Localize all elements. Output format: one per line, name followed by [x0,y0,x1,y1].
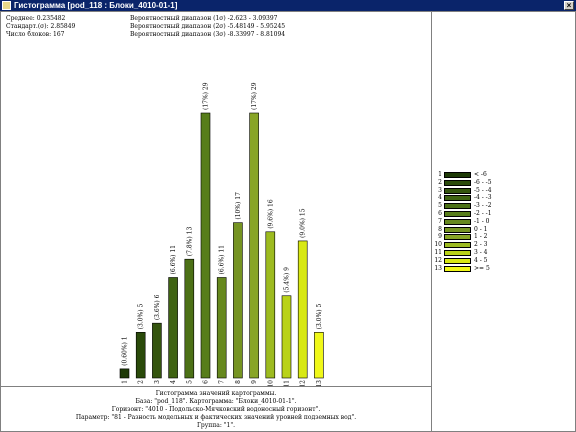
legend-item-label: -1 - 0 [474,217,490,225]
bar-value-label: (3.0%) 5 [316,303,323,329]
legend-item-label: 0 - 1 [474,225,488,233]
histogram-bar [184,258,195,379]
legend-item-label: -2 - -1 [474,210,492,217]
caption-line-3: Горизонт: "4010 - Подольско-Мячковский в… [111,406,321,413]
histogram-bar [233,222,243,379]
legend-item-number: 10 [434,241,442,249]
chart-caption: Гистограмма значений картограммы. База: … [1,390,431,430]
category-tick-label: 8 [235,380,242,384]
bar-value-label: (9.6%) 16 [267,199,274,229]
bar-value-label: (17%) 29 [203,82,210,110]
legend-swatch [444,172,471,178]
legend-swatch [444,218,471,225]
category-tick-label: 13 [316,380,323,386]
legend-swatch [444,234,471,241]
legend-item-label: 1 - 2 [474,233,488,241]
category-tick-label: 5 [186,380,193,384]
histogram-bar [168,277,178,379]
histogram-bar [281,295,292,379]
legend-item-number: 5 [438,202,442,210]
stat-range-1sigma: Вероятностный диапазон (1σ) -2.623 - 3.0… [130,15,278,22]
caption-line-1: Гистограмма значений картограммы. [155,390,277,397]
bar-value-label: (0.60%) 1 [122,336,129,365]
stats-left: Среднее: 0.235482 Стандарт.(σ): 2.85849 … [6,15,75,39]
legend-item-label: -6 - -5 [474,178,492,186]
stat-mean: Среднее: 0.235482 [6,15,66,22]
panel-divider-vertical[interactable] [431,12,432,432]
caption-line-2: База: "pod_118". Картограмма: "Блоки_401… [135,398,297,405]
stat-count: Число блоков: 167 [6,31,65,38]
legend-item-label: < -6 [474,171,487,178]
histogram-bar [297,240,308,379]
legend-swatch [444,203,471,210]
legend-item-number: 3 [438,186,442,194]
histogram-bar [314,332,324,379]
histogram-app-icon [2,1,11,10]
category-tick-label: 2 [138,380,145,384]
legend-item-number: 11 [434,249,442,256]
bar-value-label: (7.8%) 13 [186,227,193,257]
bar-value-label: (3.6%) 6 [154,294,161,320]
histogram-chart: (0.60%) 1 1 (3.0%) 5 2 (3.6%) 6 3 (6.6%) 11 4 (7… [119,82,324,386]
panel-divider-horizontal[interactable] [1,386,431,387]
legend-swatch [444,179,471,186]
legend-swatch [444,211,471,217]
stat-range-2sigma: Вероятностный диапазон (2σ) -5.48149 - 5… [130,23,286,30]
stats-ranges: Вероятностный диапазон (1σ) -2.623 - 3.0… [130,15,285,39]
category-tick-label: 3 [154,380,161,384]
legend-item-label: >= 5 [474,264,490,272]
category-tick-label: 6 [203,380,210,384]
histogram-bar [152,322,162,379]
histogram-bar [216,277,227,379]
histogram-bar [249,112,259,379]
bar-value-label: (17%) 29 [251,82,258,110]
category-tick-label: 4 [170,380,177,384]
legend-swatch [444,226,471,233]
stat-stddev: Стандарт.(σ): 2.85849 [6,23,76,30]
bar-value-label: (6.6%) 11 [219,245,226,274]
close-button[interactable]: × [564,1,574,10]
legend-item-number: 4 [438,194,442,202]
legend-item-number: 1 [438,171,442,178]
bar-value-label: (5.4%) 9 [284,267,291,293]
legend-item-label: -3 - -2 [474,202,492,210]
caption-line-5: Группа: "1". [196,422,236,429]
legend-item-number: 13 [434,264,442,272]
category-tick-label: 1 [122,380,129,384]
category-tick-label: 10 [267,380,274,386]
legend-item-number: 6 [438,210,442,217]
legend-item-number: 2 [438,178,442,186]
histogram-bar [265,231,276,379]
legend-swatch [444,195,471,202]
bar-value-label: (6.6%) 11 [170,245,177,274]
legend-item-number: 7 [438,217,442,225]
legend-item-label: 3 - 4 [474,249,488,256]
legend-item-number: 9 [438,233,442,241]
histogram-bar [200,112,211,379]
category-tick-label: 7 [219,380,226,384]
legend-swatch [444,257,471,264]
legend-swatch [444,187,471,194]
stat-range-3sigma: Вероятностный диапазон (3σ) -8.33997 - 8… [130,31,286,38]
bar-value-label: (10%) 17 [235,192,242,220]
window-title: Гистограмма [pod_118 : Блоки_4010-01-1] [14,1,178,10]
legend-item-label: -4 - -3 [474,194,492,202]
legend-swatch [444,242,471,249]
category-tick-label: 11 [284,380,291,386]
histogram-bar [135,332,146,379]
caption-line-4: Параметр: "81 - Разность модельных и фак… [75,414,357,421]
category-tick-label: 9 [251,380,258,384]
bar-value-label: (9.0%) 15 [300,208,307,238]
legend-swatch [444,265,471,272]
legend-swatch [444,250,471,256]
category-tick-label: 12 [300,380,307,386]
bar-value-label: (3.0%) 5 [138,303,145,329]
legend-item-number: 8 [438,225,442,233]
legend-item-label: -5 - -4 [474,186,492,194]
legend-item-label: 4 - 5 [474,256,488,264]
legend-item-label: 2 - 3 [474,241,488,249]
histogram-bar [119,368,130,379]
window-titlebar[interactable]: Гистограмма [pod_118 : Блоки_4010-01-1] … [0,0,576,11]
legend-item-number: 12 [434,256,442,264]
